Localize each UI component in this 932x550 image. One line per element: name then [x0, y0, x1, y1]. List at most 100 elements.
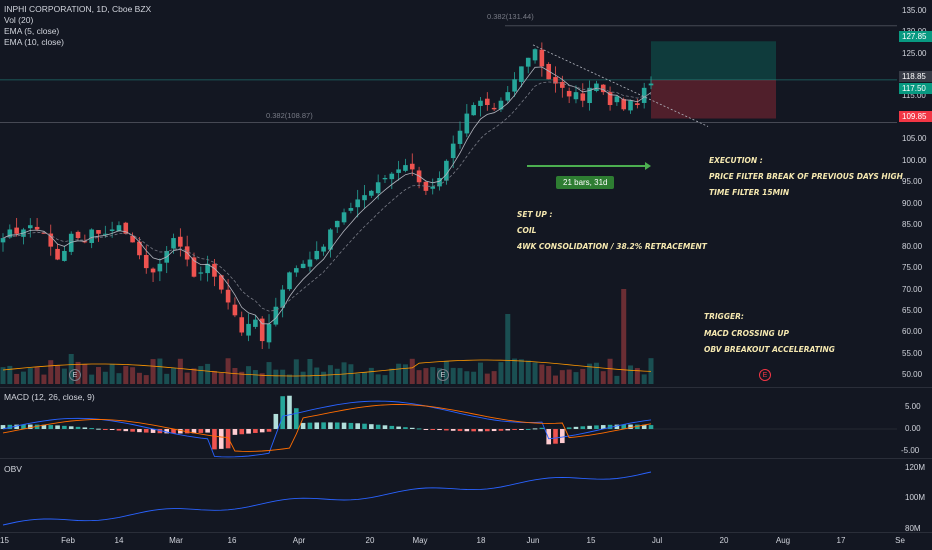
ema5-legend[interactable]: EMA (5, close) — [4, 26, 60, 36]
volume-bar — [130, 367, 136, 384]
macd-tick-5: 5.00 — [905, 402, 921, 411]
volume-bar — [512, 358, 518, 384]
obv-pane[interactable] — [0, 459, 897, 532]
volume-bar — [82, 364, 88, 384]
macd-histogram-bar — [103, 429, 108, 430]
volume-bar — [518, 359, 524, 384]
volume-bar — [341, 362, 347, 384]
price-tick: 125.00 — [902, 48, 927, 58]
time-axis-separator — [0, 532, 932, 533]
risk-zone — [651, 79, 776, 119]
trigger-line-2: OBV BREAKOUT ACCELERATING — [704, 345, 835, 354]
candle-body — [27, 225, 33, 229]
fib-label-upper: 0.382(131.44) — [487, 12, 534, 21]
volume-bar — [477, 362, 483, 384]
macd-histogram-bar — [430, 429, 436, 430]
time-axis-label: 15 — [586, 536, 596, 545]
macd-histogram-bar — [321, 422, 326, 429]
ema5-line — [2, 66, 652, 325]
volume-bar — [273, 369, 279, 384]
volume-bar — [307, 359, 313, 384]
execution-line-1: PRICE FILTER BREAK OF PREVIOUS DAYS HIGH — [709, 172, 903, 181]
volume-bar — [600, 371, 606, 384]
volume-bar — [450, 367, 456, 384]
macd-histogram-bar — [232, 429, 238, 435]
volume-bar — [471, 371, 477, 384]
macd-pane[interactable] — [0, 388, 897, 458]
macd-chart[interactable] — [0, 388, 897, 458]
measure-arrowhead — [645, 162, 651, 170]
time-axis-label: 20 — [719, 536, 729, 545]
candle-body — [369, 190, 374, 196]
macd-histogram-bar — [328, 422, 333, 429]
macd-histogram-bar — [587, 425, 592, 429]
symbol-title[interactable]: INPHI CORPORATION, 1D, Cboe BZX — [4, 4, 152, 14]
price-tick: 95.00 — [902, 177, 923, 187]
earnings-marker-2[interactable]: E — [437, 369, 449, 381]
candle-body — [280, 289, 285, 308]
candle-body — [7, 229, 13, 238]
macd-histogram-bar — [314, 422, 320, 429]
candle-body — [273, 306, 279, 325]
volume-bar — [14, 373, 20, 384]
stop-price-tag: 109.85 — [899, 111, 932, 122]
candle-body — [68, 233, 74, 252]
setup-line-2: 4WK CONSOLIDATION / 38.2% RETRACEMENT — [517, 242, 707, 251]
volume-bar — [593, 362, 599, 384]
macd-histogram-bar — [116, 429, 122, 431]
candle-body — [478, 100, 483, 106]
time-axis-label: Mar — [169, 536, 183, 545]
macd-histogram-bar — [287, 395, 292, 429]
volume-bar — [205, 363, 211, 384]
volume-bar — [457, 368, 463, 384]
volume-bar — [484, 373, 490, 384]
candle-body — [266, 323, 272, 343]
volume-bar — [409, 358, 415, 384]
macd-histogram-bar — [505, 429, 511, 431]
macd-histogram-bar — [14, 424, 19, 429]
pane-separator[interactable] — [0, 458, 932, 459]
macd-legend[interactable]: MACD (12, 26, close, 9) — [4, 392, 95, 402]
volume-bar — [266, 362, 272, 384]
obv-chart[interactable] — [0, 459, 897, 532]
volume-legend[interactable]: Vol (20) — [4, 15, 34, 25]
volume-bar — [198, 366, 204, 384]
volume-bar — [136, 372, 142, 384]
candle-body — [55, 248, 60, 260]
macd-histogram-bar — [205, 429, 210, 433]
macd-histogram-bar — [532, 428, 538, 430]
earnings-marker-1[interactable]: E — [69, 369, 81, 381]
earnings-marker-3[interactable]: E — [759, 369, 771, 381]
execution-title: EXECUTION : — [709, 156, 763, 165]
candle-body — [178, 236, 183, 247]
candle-body — [246, 323, 251, 336]
price-axis[interactable]: 135.00130.00125.00120.00115.00110.00105.… — [897, 0, 932, 387]
obv-tick-120m: 120M — [905, 463, 926, 472]
candle-body — [457, 130, 463, 144]
macd-histogram-bar — [635, 424, 640, 429]
macd-histogram-bar — [41, 424, 47, 429]
volume-bar — [321, 371, 327, 384]
volume-bar — [539, 364, 545, 384]
price-tick: 50.00 — [902, 370, 923, 380]
macd-histogram-bar — [7, 424, 13, 429]
obv-legend[interactable]: OBV — [4, 464, 22, 474]
macd-histogram-bar — [171, 429, 176, 434]
macd-histogram-bar — [75, 426, 81, 429]
ema10-legend[interactable]: EMA (10, close) — [4, 37, 64, 47]
volume-bar — [123, 365, 129, 384]
candle-body — [212, 263, 217, 277]
volume-bar — [300, 371, 306, 384]
pane-separator[interactable] — [0, 387, 932, 388]
candle-body — [116, 225, 122, 231]
macd-histogram-bar — [382, 425, 388, 429]
candle-body — [89, 229, 94, 243]
volume-bar — [259, 373, 265, 384]
volume-bar — [150, 359, 156, 384]
macd-histogram-bar — [48, 425, 54, 429]
candle-body — [157, 263, 163, 272]
volume-bar — [416, 370, 422, 384]
setup-line-1: COIL — [517, 226, 537, 235]
entry-price-tag: 118.85 — [899, 71, 932, 82]
volume-bar — [641, 374, 647, 384]
